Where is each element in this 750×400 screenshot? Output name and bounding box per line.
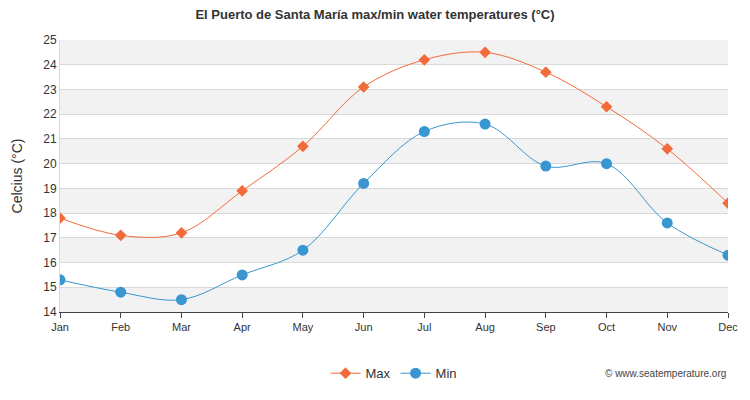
svg-text:24: 24 [43,58,57,72]
svg-text:17: 17 [43,231,57,245]
svg-text:Feb: Feb [111,321,130,333]
svg-text:Min: Min [436,366,457,381]
svg-text:May: May [293,321,314,333]
svg-text:Sep: Sep [536,321,556,333]
svg-text:Mar: Mar [172,321,191,333]
svg-text:Max: Max [366,366,391,381]
svg-text:16: 16 [43,256,57,270]
svg-text:© www.seatemperature.org: © www.seatemperature.org [605,368,726,379]
svg-text:18: 18 [43,206,57,220]
svg-text:14: 14 [43,305,57,319]
svg-text:Aug: Aug [475,321,495,333]
svg-text:19: 19 [43,182,57,196]
svg-text:Dec: Dec [718,321,738,333]
svg-text:25: 25 [43,33,57,47]
svg-text:Oct: Oct [598,321,615,333]
svg-text:20: 20 [43,157,57,171]
svg-text:Jan: Jan [51,321,69,333]
svg-text:15: 15 [43,280,57,294]
svg-text:21: 21 [43,132,57,146]
svg-text:23: 23 [43,83,57,97]
svg-text:Nov: Nov [657,321,677,333]
svg-text:Jul: Jul [417,321,431,333]
svg-text:Apr: Apr [234,321,251,333]
svg-text:Celcius (°C): Celcius (°C) [9,139,25,214]
svg-text:22: 22 [43,107,57,121]
svg-text:Jun: Jun [355,321,373,333]
svg-text:El Puerto de Santa María max/m: El Puerto de Santa María max/min water t… [195,7,554,22]
